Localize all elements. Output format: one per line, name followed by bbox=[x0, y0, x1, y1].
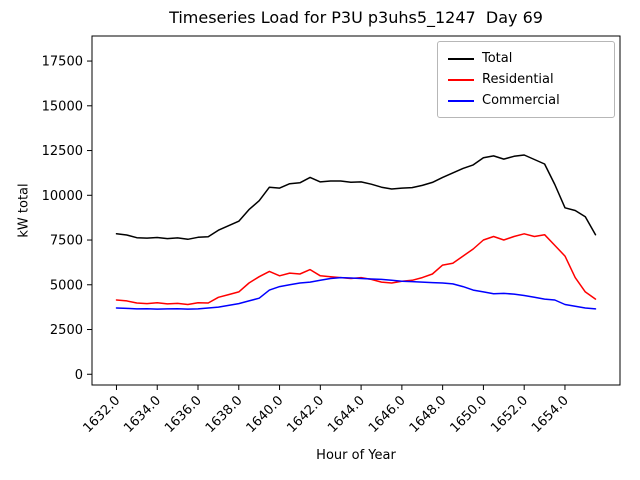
legend: Total Residential Commercial bbox=[437, 41, 615, 118]
x-tick-label: 1636.0 bbox=[162, 393, 205, 436]
chart-title: Timeseries Load for P3U p3uhs5_1247 Day … bbox=[169, 8, 543, 27]
y-tick-label: 17500 bbox=[42, 55, 83, 70]
commercial-line-swatch bbox=[448, 99, 474, 102]
y-tick-label: 15000 bbox=[42, 99, 83, 114]
y-tick-label: 10000 bbox=[42, 189, 83, 204]
x-tick-label: 1644.0 bbox=[325, 393, 368, 436]
x-axis-label: Hour of Year bbox=[316, 448, 396, 463]
y-axis-label: kW total bbox=[16, 183, 32, 238]
series-line-commercial bbox=[115, 276, 597, 310]
x-tick-label: 1654.0 bbox=[529, 393, 572, 436]
x-tick-label: 1646.0 bbox=[366, 393, 409, 436]
y-tick-label: 5000 bbox=[50, 278, 83, 293]
x-tick-label: 1650.0 bbox=[447, 393, 490, 436]
y-tick-label: 12500 bbox=[42, 144, 83, 159]
series-line-total bbox=[115, 154, 597, 241]
legend-item-commercial: Commercial bbox=[448, 90, 604, 111]
x-tick-label: 1640.0 bbox=[244, 393, 287, 436]
axes-frame bbox=[91, 35, 621, 386]
series-line-residential bbox=[115, 233, 597, 306]
x-tick-label: 1648.0 bbox=[407, 393, 450, 436]
y-tick-label: 7500 bbox=[50, 234, 83, 249]
total-line-swatch bbox=[448, 57, 474, 60]
x-tick-label: 1634.0 bbox=[121, 393, 164, 436]
legend-item-residential: Residential bbox=[448, 69, 604, 90]
x-tick-label: 1638.0 bbox=[203, 393, 246, 436]
y-tick-label: 2500 bbox=[50, 323, 83, 338]
x-tick-label: 1632.0 bbox=[81, 393, 124, 436]
residential-line-swatch bbox=[448, 78, 474, 81]
legend-label-total: Total bbox=[482, 51, 513, 66]
y-tick-label: 0 bbox=[75, 368, 83, 383]
legend-item-total: Total bbox=[448, 48, 604, 69]
legend-label-commercial: Commercial bbox=[482, 93, 560, 108]
x-tick-label: 1642.0 bbox=[284, 393, 327, 436]
legend-label-residential: Residential bbox=[482, 72, 554, 87]
x-tick-label: 1652.0 bbox=[488, 393, 531, 436]
